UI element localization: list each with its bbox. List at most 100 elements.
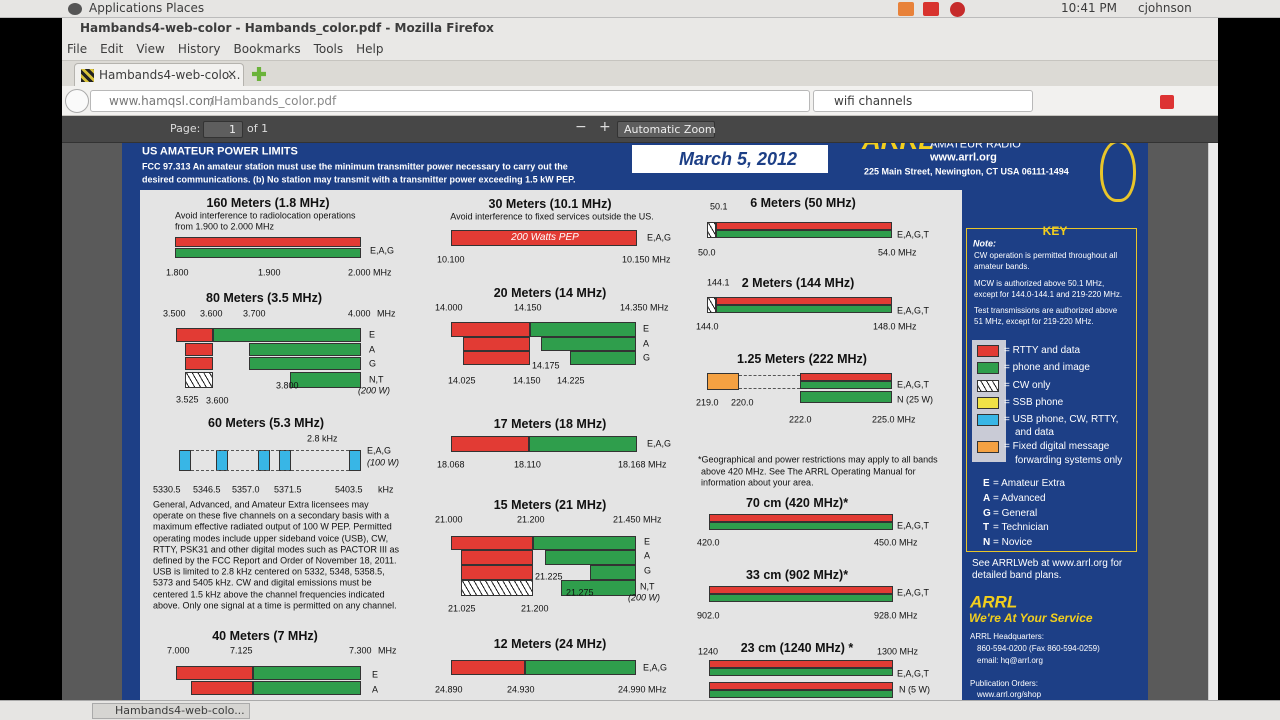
places-menu[interactable]: Places [166, 1, 205, 15]
pdf-text: 219.0 [696, 397, 719, 408]
pdf-text: 17 Meters (18 MHz) [493, 416, 607, 431]
band-segment [545, 550, 636, 565]
band-segment [451, 436, 529, 452]
back-button[interactable] [65, 89, 89, 113]
pdf-text: 860-594-0200 (Fax 860-594-0259) [977, 644, 1100, 653]
menu-item[interactable]: Tools [313, 42, 344, 56]
pdf-text: See ARRLWeb at www.arrl.org for [972, 558, 1123, 569]
pdf-viewer: 160 Meters (1.8 MHz) Avoid interference t… [62, 143, 1208, 700]
pdf-text: 21.025 [448, 603, 476, 614]
url-field[interactable]: www.hamqsl.com /Hambands_color.pdf [90, 90, 810, 112]
zoom-out[interactable]: − [575, 119, 587, 135]
band-segment [451, 230, 637, 246]
task-item[interactable]: Hambands4-web-colo... [92, 703, 250, 719]
window-title: Hambands4-web-color - Hambands_color.pdf… [80, 21, 494, 35]
pdf-text: MHz [378, 645, 397, 656]
pdf-text: 50.0 [698, 247, 716, 258]
pdf-text: 3.600 [206, 395, 229, 406]
menu-item[interactable]: Bookmarks [233, 42, 301, 56]
pdf-text: = Novice [993, 537, 1033, 548]
menu-item[interactable]: Edit [100, 42, 124, 56]
pdf-text: A [983, 493, 991, 504]
pdf-text: above 420 MHz. See The ARRL Operating Ma… [701, 466, 916, 477]
pdf-text: RTTY, PSK31 and other digital modes such… [153, 544, 399, 555]
tab-close[interactable]: × [227, 67, 238, 81]
band-segment [290, 372, 361, 388]
tray-icon[interactable] [898, 2, 914, 16]
pdf-text: FCC 97.313 An amateur station must use t… [142, 161, 568, 172]
pdf-text: 60 Meters (5.3 MHz) [207, 415, 325, 430]
zoom-in[interactable]: + [599, 119, 611, 135]
band-segment [249, 357, 361, 370]
pdf-text: T [983, 522, 990, 533]
pdf-page-layer: 160 Meters (1.8 MHz) Avoid interference t… [62, 143, 1208, 700]
pdf-text: N [983, 537, 991, 548]
pdf-text: defined by the FCC Report and Order of N… [153, 555, 397, 566]
new-tab[interactable] [252, 67, 266, 81]
band-segment [541, 337, 636, 351]
band-segment [213, 328, 361, 342]
pdf-text: Avoid interference to fixed services out… [450, 211, 654, 222]
clock[interactable]: 10:41 PM [1061, 1, 1117, 15]
applications-menu[interactable]: Applications [89, 1, 163, 15]
taskbar: Hambands4-web-colo... [0, 700, 1280, 720]
pdf-text: = General [993, 508, 1038, 519]
tab[interactable]: Hambands4-web-colo... × [74, 63, 244, 87]
pdf-text: G [644, 565, 652, 576]
pdf-text: 18.110 [514, 459, 541, 470]
tray-icon[interactable] [950, 2, 965, 17]
pdf-text: N,T [640, 581, 655, 592]
menu-item[interactable]: Help [356, 42, 384, 56]
pdf-text: A [369, 344, 376, 355]
pdf-text: 18.168 MHz [618, 459, 667, 470]
pdf-text: and data [1015, 427, 1054, 438]
user-menu[interactable]: cjohnson [1138, 1, 1192, 15]
pdf-text: Test transmissions are authorized above [974, 306, 1118, 315]
pdf-text: MHz [377, 308, 396, 319]
pdf-text: 6 Meters (50 MHz) [750, 195, 856, 210]
pdf-text: 5373 and 5405 kHz. CW and digital emissi… [153, 577, 372, 588]
pdf-text: A [643, 338, 650, 349]
pdf-text: kHz [378, 484, 394, 495]
search-field[interactable]: wifi channels [813, 90, 1033, 112]
pdf-text: = Advanced [993, 493, 1046, 504]
pdf-text: = Fixed digital message [1004, 441, 1110, 452]
pdf-text: = CW only [1004, 380, 1051, 391]
zoom-value: Automatic Zoom [624, 123, 716, 136]
tray-icon[interactable] [923, 2, 939, 16]
pdf-text: KEY [1042, 224, 1068, 238]
pdf-text: 1.900 [258, 267, 281, 278]
menu-item[interactable]: History [177, 42, 221, 56]
pdf-text: 30 Meters (10.1 MHz) [488, 196, 612, 211]
band-segment [709, 690, 893, 698]
pdf-text: March 5, 2012 [678, 149, 798, 169]
pdf-text: 450.0 MHz [874, 537, 918, 548]
pdf-text: N (25 W) [897, 394, 933, 405]
menu-item[interactable]: View [136, 42, 165, 56]
zoom-select[interactable]: Automatic Zoom [617, 121, 716, 138]
pdf-toolbar: Page: 1 of 1 − + Automatic Zoom [62, 116, 1218, 143]
pdf-text: forwarding systems only [1015, 455, 1123, 466]
band-segment [185, 372, 213, 388]
pdf-text: N,T [369, 374, 384, 385]
band-segment [451, 660, 525, 675]
pdf-text: 7.125 [230, 645, 253, 656]
band-segment [451, 536, 533, 550]
band-segment [176, 666, 253, 680]
addon-icon[interactable] [1160, 95, 1174, 109]
pdf-text: maximum effective radiated output of 100… [153, 521, 392, 532]
band-segment [176, 328, 213, 342]
pdf-text: operating modes include upper sideband v… [153, 533, 389, 544]
band-segment [175, 248, 361, 258]
pdf-text: E,A,G [647, 438, 672, 449]
page-input[interactable]: 1 [203, 121, 243, 138]
pdf-text: 21.225 [535, 571, 563, 582]
pdf-text: amateur bands. [974, 262, 1030, 271]
pdf-text: A [644, 550, 651, 561]
pdf-text: 14.150 [514, 302, 542, 313]
band-segment [185, 343, 213, 356]
pdf-text: detailed band plans. [972, 570, 1062, 581]
menu-item[interactable]: File [67, 42, 88, 56]
pdf-text: 33 cm (902 MHz)* [745, 567, 849, 582]
pdf-text: E,A,G [370, 245, 395, 256]
